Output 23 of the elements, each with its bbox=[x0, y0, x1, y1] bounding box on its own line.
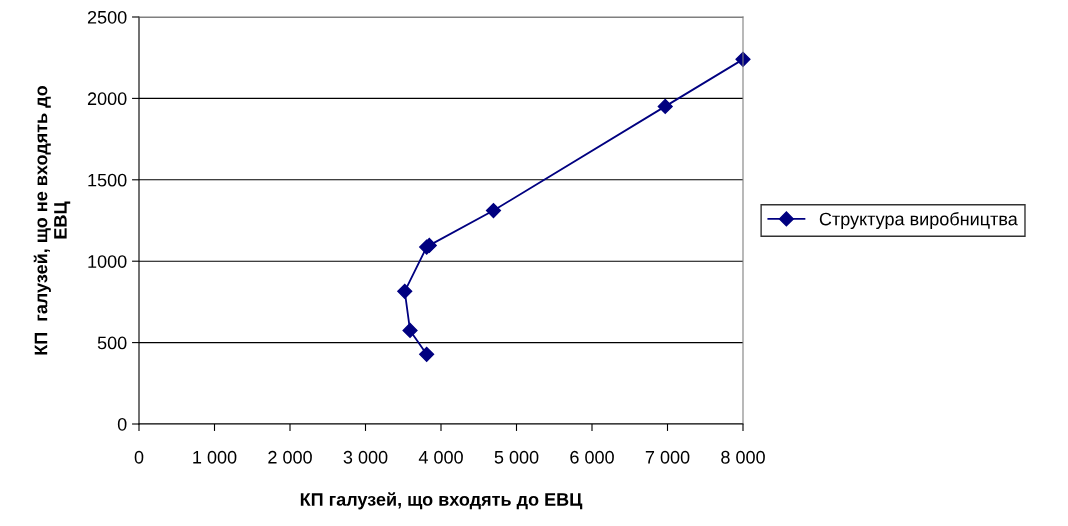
x-tick-label: 7 000 bbox=[645, 450, 690, 464]
y-tick-label: 0 bbox=[117, 417, 127, 431]
point bbox=[485, 202, 502, 219]
legend-label: Структура виробництва bbox=[819, 212, 1018, 229]
y-tick-label: 1000 bbox=[88, 255, 127, 268]
point bbox=[419, 346, 435, 362]
point bbox=[402, 322, 418, 338]
point bbox=[657, 98, 673, 114]
y-tick-label: 500 bbox=[97, 336, 127, 350]
x-axis-title: КП галузей, що входять до ЕВЦ bbox=[300, 492, 583, 510]
y-tick-label: 2000 bbox=[87, 92, 127, 106]
x-tick-label: 3 000 bbox=[343, 450, 388, 464]
x-tick-label: 0 bbox=[134, 450, 144, 464]
x-tick-label: 8 000 bbox=[721, 450, 765, 464]
x-tick-label: 4 000 bbox=[418, 450, 463, 464]
x-tick-label: 5 000 bbox=[494, 450, 539, 464]
x-tick-label: 6 000 bbox=[570, 450, 614, 464]
point bbox=[397, 283, 413, 299]
x-tick-label: 2 000 bbox=[268, 450, 312, 464]
y-tick-label: 1500 bbox=[88, 173, 127, 187]
y-tick-label: 2500 bbox=[87, 10, 127, 24]
y-axis-title: КП галузей, що не входять до ЕВЦ bbox=[33, 85, 71, 355]
x-tick-label: 1 000 bbox=[193, 450, 237, 464]
